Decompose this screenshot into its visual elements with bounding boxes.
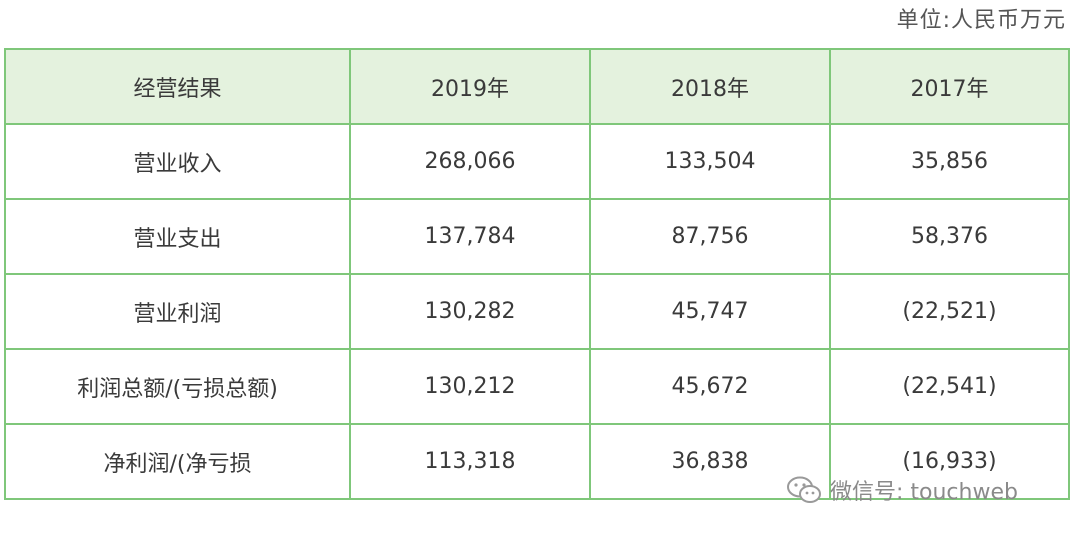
row-label: 营业利润 <box>4 273 351 350</box>
cell-2018: 133,504 <box>589 123 831 200</box>
cell-2019: 268,066 <box>349 123 591 200</box>
header-2019: 2019年 <box>349 48 591 125</box>
cell-2017: 58,376 <box>829 198 1070 275</box>
header-2018: 2018年 <box>589 48 831 125</box>
cell-2018: 45,747 <box>589 273 831 350</box>
cell-2018: 45,672 <box>589 348 831 425</box>
wechat-watermark: 微信号: touchweb <box>786 474 1018 506</box>
watermark-text: 微信号: touchweb <box>830 480 1018 505</box>
cell-2019: 130,212 <box>349 348 591 425</box>
table-row: 净利润/(净亏损 113,318 36,838 (16,933) <box>4 423 1070 500</box>
cell-2019: 130,282 <box>349 273 591 350</box>
row-label: 净利润/(净亏损 <box>4 423 351 500</box>
header-2017: 2017年 <box>829 48 1070 125</box>
unit-label: 单位:人民币万元 <box>896 8 1066 33</box>
header-category: 经营结果 <box>4 48 351 125</box>
table-row: 营业支出 137,784 87,756 58,376 <box>4 198 1070 275</box>
cell-2017: 35,856 <box>829 123 1070 200</box>
row-label: 利润总额/(亏损总额) <box>4 348 351 425</box>
cell-2018: 87,756 <box>589 198 831 275</box>
row-label: 营业支出 <box>4 198 351 275</box>
table-row: 营业收入 268,066 133,504 35,856 <box>4 123 1070 200</box>
table-header-row: 经营结果 2019年 2018年 2017年 <box>4 48 1070 125</box>
cell-2017: (16,933) <box>829 423 1070 500</box>
cell-2019: 113,318 <box>349 423 591 500</box>
cell-2018: 36,838 <box>589 423 831 500</box>
cell-2017: (22,521) <box>829 273 1070 350</box>
row-label: 营业收入 <box>4 123 351 200</box>
cell-2017: (22,541) <box>829 348 1070 425</box>
cell-2019: 137,784 <box>349 198 591 275</box>
financial-results-table: 经营结果 2019年 2018年 2017年 营业收入 268,066 133,… <box>4 48 1070 500</box>
wechat-icon <box>787 476 821 503</box>
table-row: 利润总额/(亏损总额) 130,212 45,672 (22,541) <box>4 348 1070 425</box>
table-row: 营业利润 130,282 45,747 (22,521) <box>4 273 1070 350</box>
